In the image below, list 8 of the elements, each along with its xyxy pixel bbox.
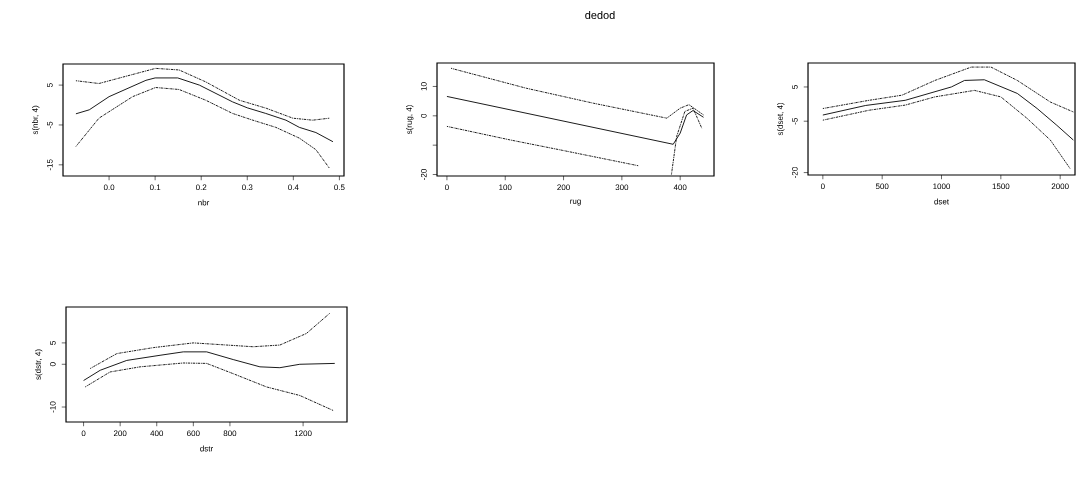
line-series	[75, 67, 330, 121]
chart-title: dedod	[585, 10, 615, 20]
line-series	[822, 89, 1071, 169]
line-series	[89, 312, 331, 369]
line-series	[84, 362, 334, 411]
line-series	[83, 351, 336, 381]
line-series	[75, 77, 334, 143]
line-series	[75, 87, 330, 169]
